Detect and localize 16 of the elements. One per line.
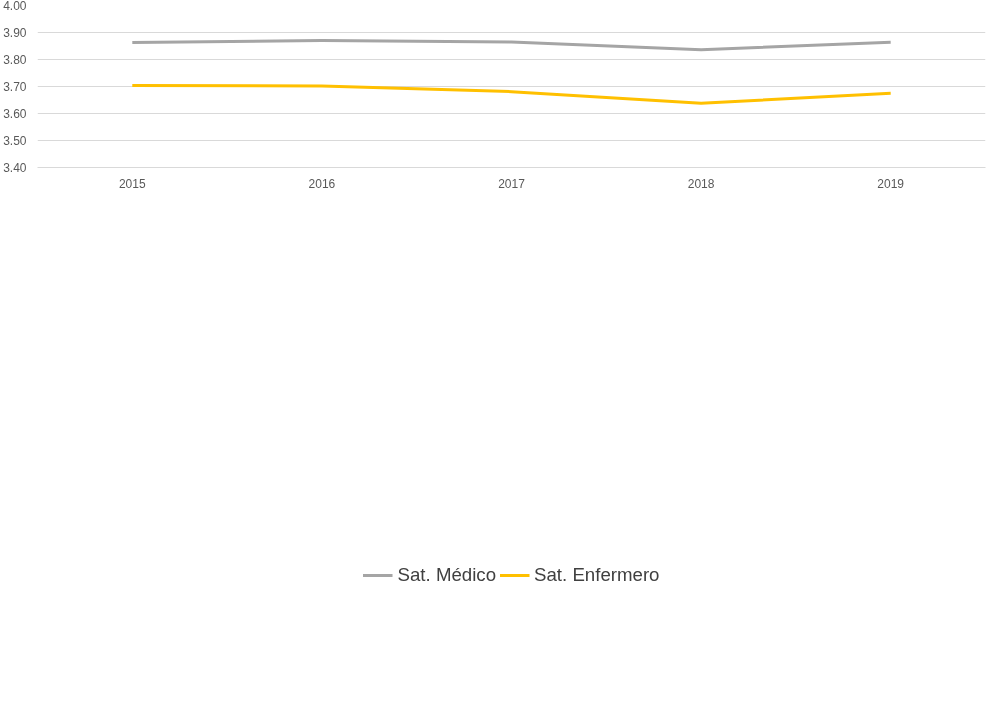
- x-tick-label: 2019: [877, 176, 905, 191]
- x-tick-label: 2018: [687, 176, 715, 191]
- y-tick-label: 3.80: [3, 53, 27, 67]
- legend-label: Sat. Enfermero: [534, 563, 660, 586]
- legend-label: Sat. Médico: [397, 563, 497, 586]
- y-tick-label: 3.70: [3, 80, 27, 94]
- y-tick-label: 4.00: [3, 0, 27, 13]
- x-tick-label: 2015: [118, 176, 146, 191]
- line-series: [130, 83, 893, 105]
- y-tick-label: 3.60: [3, 107, 27, 121]
- x-tick-label: 2017: [498, 176, 526, 191]
- x-tick-label: 2016: [308, 176, 336, 191]
- line-series: [130, 39, 893, 52]
- y-tick-label: 3.90: [3, 26, 27, 40]
- y-tick-label: 3.40: [3, 161, 27, 175]
- y-tick-label: 3.50: [3, 134, 27, 148]
